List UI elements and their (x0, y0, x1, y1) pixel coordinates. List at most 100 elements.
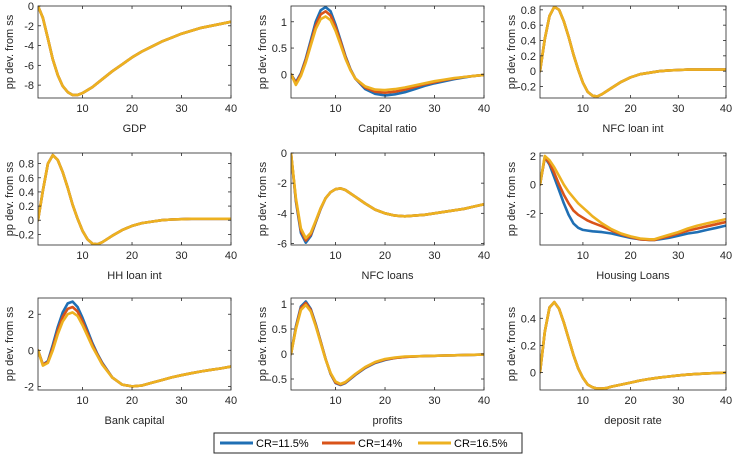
y-tick-label: 1 (281, 17, 287, 29)
y-tick-label: 0 (28, 1, 34, 13)
series-line-cr-14-nfc-loans (291, 153, 484, 242)
x-axis-label-deposit-rate: deposit rate (604, 415, 661, 427)
y-tick-label: -2 (277, 178, 287, 190)
series-line-cr-14-deposit-rate (540, 300, 726, 390)
series-line-cr-16-5-capital-ratio (291, 15, 484, 92)
x-tick-label: 20 (624, 250, 636, 262)
y-tick-label: 0.6 (19, 173, 34, 185)
y-tick-label: -4 (277, 208, 287, 220)
x-tick-label: 30 (175, 250, 187, 262)
y-tick-label: -2 (24, 21, 34, 33)
y-axis-label-nfc-loan-int: pp dev. from ss (506, 14, 518, 89)
series-line-cr-11-5-housing-loans (540, 156, 726, 242)
x-axis-label-housing-loans: Housing Loans (596, 270, 670, 282)
series-line-cr-11-5-deposit-rate (540, 300, 726, 390)
x-axis-label-profits: profits (373, 415, 403, 427)
panel-profits: 10 20 30 40 1 0.5 0 -0.5 profits pp dev. from ss (257, 297, 490, 427)
y-tick-label: -2 (526, 208, 536, 220)
series-line-cr-14-gdp (38, 6, 231, 97)
x-tick-label: 30 (428, 250, 440, 262)
axes-box-profits (290, 297, 485, 391)
x-tick-label: 30 (428, 395, 440, 407)
series-line-cr-11-5-hh-loan-int (38, 153, 231, 245)
x-tick-label: 20 (379, 103, 391, 115)
y-tick-label: 0 (28, 215, 34, 227)
series-line-cr-16-5-profits (291, 303, 484, 386)
y-tick-label: 2 (530, 151, 536, 163)
x-tick-label: 20 (624, 103, 636, 115)
y-tick-label: 0 (281, 69, 287, 81)
x-axis-label-nfc-loan-int: NFC loan int (602, 123, 663, 135)
y-tick-label: 0.8 (521, 5, 536, 17)
y-tick-label: 0.8 (19, 159, 34, 171)
series-line-cr-16-5-bank-capital (38, 311, 231, 388)
y-tick-label: 0.4 (19, 187, 34, 199)
axes-box-nfc-loan-int (539, 5, 727, 99)
y-axis-label-profits: pp dev. from ss (257, 306, 269, 381)
y-tick-label: -0.2 (15, 229, 34, 241)
y-tick-label: 0 (530, 367, 536, 379)
series-line-cr-14-bank-capital (38, 305, 231, 388)
series-line-cr-16-5-housing-loans (540, 154, 726, 241)
x-tick-label: 10 (329, 103, 341, 115)
y-tick-label: -2 (24, 381, 34, 393)
series-line-cr-16-5-gdp (38, 6, 231, 97)
x-tick-label: 40 (720, 103, 732, 115)
x-axis-label-hh-loan-int: HH loan int (107, 270, 161, 282)
series-line-cr-11-5-nfc-loans (291, 153, 484, 244)
y-tick-label: -6 (277, 238, 287, 250)
x-tick-label: 20 (126, 103, 138, 115)
series-line-cr-16-5-hh-loan-int (38, 153, 231, 245)
x-tick-label: 10 (329, 395, 341, 407)
panel-capital-ratio: 10 20 30 40 1 0.5 0 Capital ratio pp dev. from s… (257, 5, 490, 135)
x-tick-label: 30 (428, 103, 440, 115)
legend: CR=11.5% CR=14% CR=16.5% (213, 432, 523, 454)
x-tick-label: 40 (225, 395, 237, 407)
x-tick-label: 30 (175, 395, 187, 407)
y-axis-label-gdp: pp dev. from ss (4, 14, 16, 89)
y-tick-label: -4 (24, 41, 34, 53)
x-tick-label: 40 (720, 395, 732, 407)
series-line-cr-11-5-gdp (38, 6, 231, 97)
series-line-cr-16-5-deposit-rate (540, 300, 726, 390)
legend-label-cr-11-5: CR=11.5% (256, 438, 309, 450)
y-tick-label: 0 (530, 180, 536, 192)
y-axis-label-deposit-rate: pp dev. from ss (506, 306, 518, 381)
axes-box-gdp (37, 5, 232, 99)
y-tick-label: 0.2 (521, 51, 536, 63)
legend-box (213, 432, 523, 454)
y-tick-label: 0 (281, 349, 287, 361)
y-axis-label-hh-loan-int: pp dev. from ss (4, 161, 16, 236)
x-tick-label: 40 (225, 103, 237, 115)
x-tick-label: 20 (379, 395, 391, 407)
y-tick-label: 0.5 (272, 324, 287, 336)
panel-hh-loan-int: 10 20 30 40 0.8 0.6 0.4 0.2 0 -0.2 HH loan int pp d… (4, 152, 237, 282)
panel-nfc-loans: 10 20 30 40 0 -2 -4 -6 NFC loans pp dev. from ss (257, 148, 490, 282)
x-tick-label: 40 (478, 395, 490, 407)
x-tick-label: 30 (672, 103, 684, 115)
y-tick-label: 2 (28, 309, 34, 321)
x-tick-label: 10 (577, 103, 589, 115)
y-tick-label: -8 (24, 80, 34, 92)
legend-label-cr-14: CR=14% (358, 438, 403, 450)
x-tick-label: 20 (379, 250, 391, 262)
y-tick-label: 1 (281, 299, 287, 311)
x-tick-label: 10 (577, 250, 589, 262)
series-line-cr-14-nfc-loan-int (540, 6, 726, 98)
x-tick-label: 30 (175, 103, 187, 115)
x-tick-label: 40 (478, 103, 490, 115)
series-line-cr-14-capital-ratio (291, 10, 484, 94)
y-tick-label: 0.4 (521, 313, 536, 325)
series-line-cr-16-5-nfc-loans (291, 153, 484, 240)
legend-label-cr-16-5: CR=16.5% (454, 438, 508, 450)
panel-gdp: 10 20 30 40 0 -2 -4 -6 -8 GDP pp dev. from ss (4, 1, 237, 135)
x-axis-label-gdp: GDP (123, 123, 147, 135)
x-tick-label: 40 (478, 250, 490, 262)
axes-box-hh-loan-int (37, 152, 232, 246)
panel-deposit-rate: 10 20 30 40 0.4 0.2 0 deposit rate pp dev. from … (506, 297, 732, 427)
y-tick-label: -0.2 (517, 82, 536, 94)
series-line-cr-14-housing-loans (540, 156, 726, 242)
x-tick-label: 20 (126, 395, 138, 407)
